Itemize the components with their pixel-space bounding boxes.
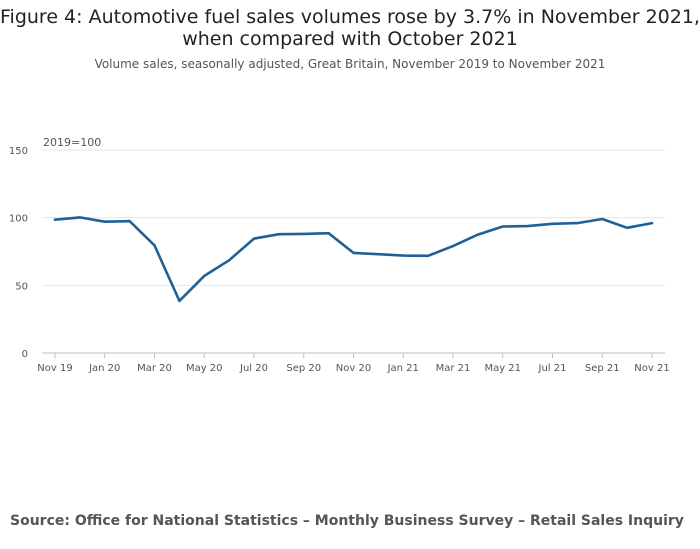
data-point [526, 224, 529, 228]
data-point [277, 232, 281, 236]
y-unit-label: 2019=100 [43, 136, 101, 149]
x-tick-label: Sep 20 [286, 363, 321, 374]
x-tick-label: Nov 21 [634, 363, 669, 374]
data-point [426, 254, 430, 258]
data-point [302, 232, 305, 236]
x-tick-label: Nov 20 [336, 363, 371, 374]
data-point [551, 222, 554, 225]
data-point [227, 259, 231, 262]
data-point [78, 216, 82, 219]
x-tick-label: Jul 20 [239, 363, 268, 374]
data-point [501, 225, 504, 228]
x-tick-label: Nov 19 [37, 363, 72, 374]
data-point [601, 217, 604, 221]
source-note: Source: Office for National Statistics –… [10, 513, 684, 529]
y-tick-label: 0 [22, 349, 28, 360]
line-chart: 0 50 100 150 2019=100 Nov 19 Jan 20 Mar 20 May 2… [9, 136, 670, 374]
data-point [476, 233, 480, 236]
x-tick-label: Sep 21 [585, 363, 620, 374]
y-tick-label: 150 [9, 146, 28, 157]
x-tick-label: Jul 21 [538, 363, 567, 374]
data-point [153, 244, 156, 247]
data-point [178, 299, 181, 303]
x-tick-label: May 21 [484, 363, 521, 374]
y-tick-label: 50 [15, 281, 28, 292]
data-point [53, 218, 57, 221]
y-tick-label: 100 [9, 214, 28, 225]
data-point [650, 221, 654, 225]
x-tick-label: May 20 [186, 363, 223, 374]
data-point [252, 237, 256, 240]
data-point [352, 251, 355, 255]
data-point [203, 274, 206, 278]
data-point [451, 244, 455, 248]
x-tick-label: Jan 21 [387, 363, 419, 374]
data-point [327, 232, 330, 235]
data-point [576, 221, 579, 225]
x-tick-label: Jan 20 [88, 363, 120, 374]
x-tick-label: Mar 20 [137, 363, 172, 374]
chart-title-line-2: when compared with October 2021 [182, 28, 518, 50]
x-tick-label: Mar 21 [436, 363, 471, 374]
chart-title: Figure 4: Automotive fuel sales volumes … [0, 6, 700, 50]
chart-subtitle: Volume sales, seasonally adjusted, Great… [94, 57, 606, 71]
series-line [53, 216, 654, 303]
data-point [103, 220, 106, 223]
data-point [128, 219, 131, 223]
data-point [377, 253, 380, 256]
chart-title-line-1: Figure 4: Automotive fuel sales volumes … [0, 6, 700, 28]
data-point [402, 254, 405, 257]
data-point [625, 226, 629, 230]
